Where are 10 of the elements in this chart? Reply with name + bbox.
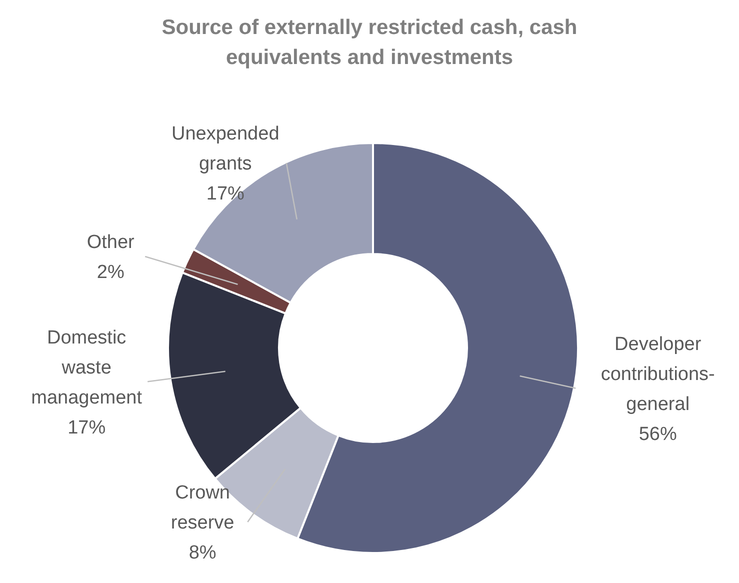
slice-label: Developer contributions-general (600, 334, 715, 415)
slice-label: Crown reserve (170, 482, 234, 534)
data-label: 17% (68, 417, 106, 438)
slice-label: Other (86, 232, 136, 254)
slice-label: Domestic waste management (31, 327, 143, 408)
data-label: 56% (638, 424, 677, 445)
data-label: 8% (188, 542, 216, 564)
slice-label: Unexpended grants (171, 124, 280, 175)
chart-title: Source of externally restricted cash, cash equivalents and investments (162, 16, 578, 69)
data-label: 2% (96, 262, 124, 284)
